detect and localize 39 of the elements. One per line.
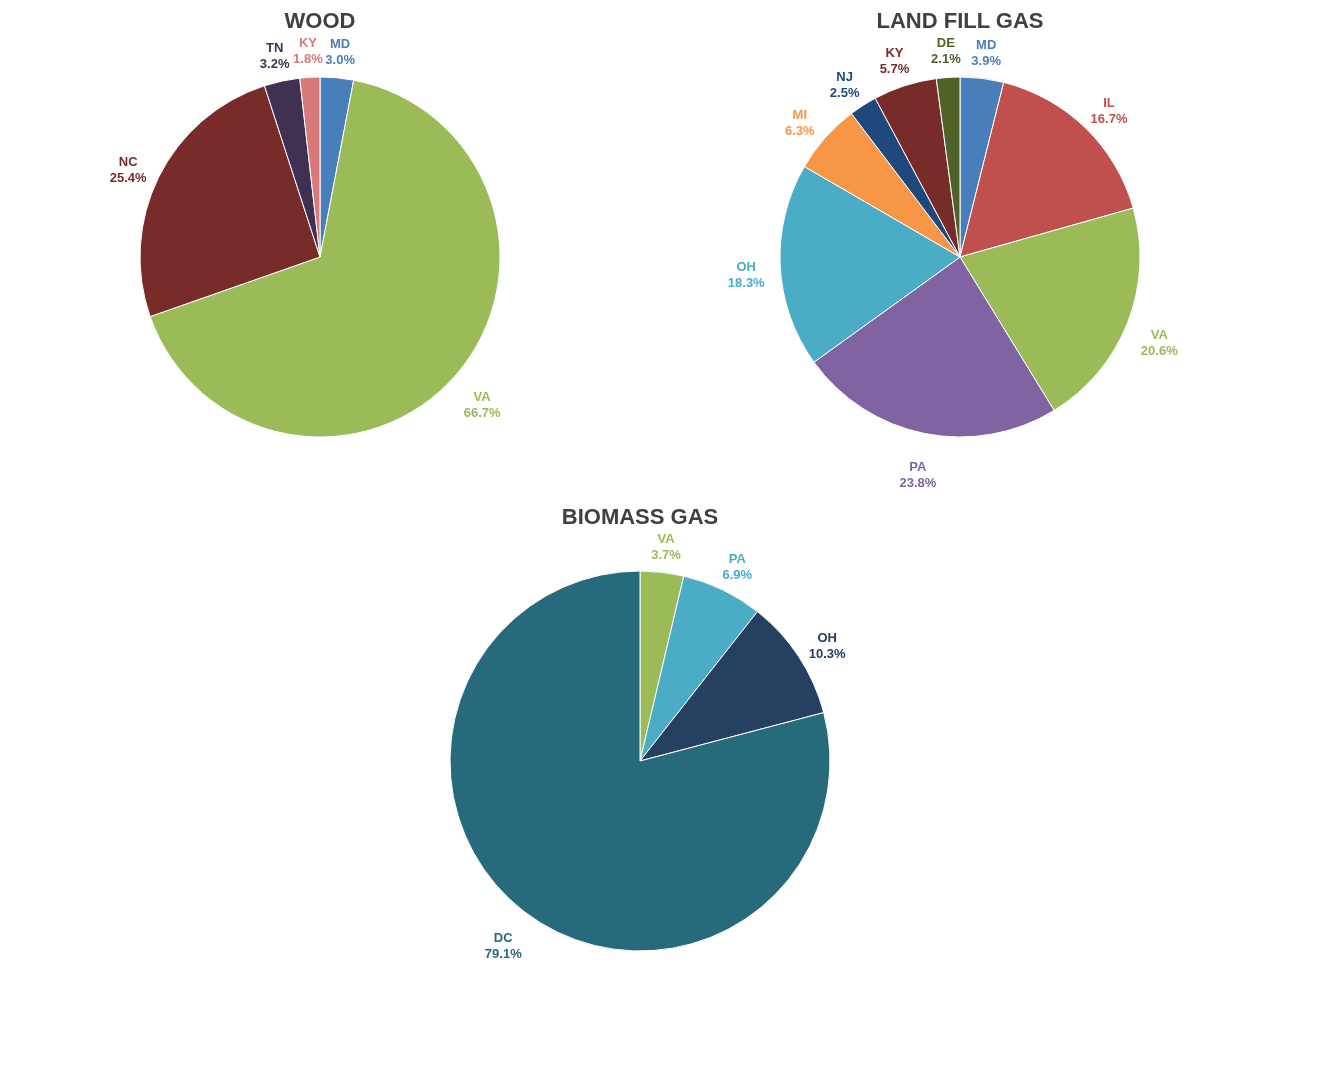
data-label: 16.7% [1090, 111, 1128, 127]
data-label: 66.7% [463, 404, 502, 420]
chart-title: BIOMASS GAS [561, 503, 719, 529]
slice-label: IL [1103, 95, 1115, 111]
slice-label: NJ [836, 68, 853, 84]
slice-label: VA [1150, 326, 1169, 342]
slice-label: OH [817, 630, 837, 646]
data-label: 3.2% [259, 55, 290, 71]
data-label: 1.8% [293, 51, 324, 67]
data-label: 5.7% [879, 61, 910, 77]
data-label: 6.3% [784, 123, 816, 139]
slice-label: DE [936, 35, 956, 51]
slice-label: VA [657, 530, 676, 546]
chart-title: WOOD [284, 8, 356, 33]
data-label: 10.3% [808, 646, 847, 662]
data-label: 79.1% [484, 946, 523, 962]
data-label: 6.9% [722, 567, 753, 583]
data-label: 2.5% [829, 84, 860, 100]
slice-label: NC [118, 154, 139, 170]
slice-label: MI [792, 107, 808, 123]
slice-label: OH [736, 259, 756, 275]
slice-label: MD [330, 35, 351, 51]
data-label: 3.0% [325, 51, 356, 67]
slice-label: MD [976, 36, 997, 52]
slice-label: PA [728, 551, 747, 567]
slice-label: KY [885, 45, 904, 61]
slice-label: DC [493, 930, 514, 946]
slice-label: KY [298, 35, 318, 51]
slice-label: TN [266, 39, 284, 55]
data-label: 3.7% [651, 546, 682, 562]
data-label: 20.6% [1140, 342, 1179, 358]
chart-title: LAND FILL GAS [876, 8, 1044, 33]
data-label: 25.4% [109, 170, 148, 186]
slice-label: VA [473, 388, 492, 404]
data-label: 3.9% [971, 52, 1002, 68]
slice-label: PA [909, 458, 928, 474]
data-label: 2.1% [931, 51, 962, 67]
data-label: 18.3% [727, 275, 766, 291]
data-label: 23.8% [899, 474, 937, 490]
